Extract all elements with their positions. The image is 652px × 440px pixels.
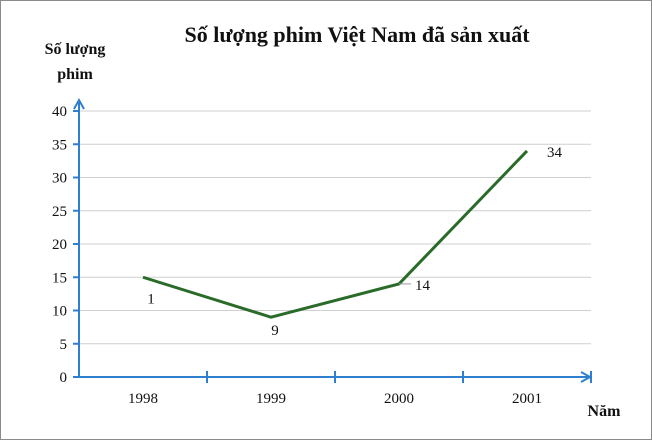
- y-tick-label: 30: [52, 171, 67, 187]
- tick-labels: 0 5 10 15 20 25 30 35 40 1998 1999 2000 2001: [52, 104, 542, 407]
- y-axis-arrow-icon: [73, 97, 85, 110]
- data-label: 1: [147, 291, 155, 307]
- y-tick-label: 0: [60, 370, 68, 386]
- series-layer: [142, 149, 529, 319]
- x-tick-label: 2001: [512, 391, 542, 407]
- axes: [73, 97, 593, 383]
- y-tick-label: 5: [60, 337, 68, 353]
- y-tick-label: 40: [52, 104, 67, 120]
- y-tick-label: 25: [52, 204, 67, 220]
- data-label: 9: [271, 323, 279, 339]
- series-line: [142, 149, 529, 319]
- x-tick-label: 1998: [128, 391, 158, 407]
- x-tick-label: 1999: [256, 391, 286, 407]
- y-tick-label: 35: [52, 137, 67, 153]
- x-axis-label: Năm: [588, 403, 622, 420]
- grid-lines: [79, 110, 591, 345]
- chart-title: Số lượng phim Việt Nam đã sản xuất: [184, 22, 530, 47]
- y-tick-label: 20: [52, 237, 67, 253]
- y-tick-label: 10: [52, 304, 67, 320]
- y-tick-label: 15: [52, 270, 67, 286]
- x-tick-label: 2000: [384, 391, 414, 407]
- data-label: 34: [547, 145, 563, 161]
- data-labels: 1 9 14 34: [147, 145, 562, 339]
- data-label: 14: [415, 278, 431, 294]
- y-axis-label-line2: phim: [57, 66, 93, 83]
- y-axis-label-line1: Số lượng: [45, 41, 106, 58]
